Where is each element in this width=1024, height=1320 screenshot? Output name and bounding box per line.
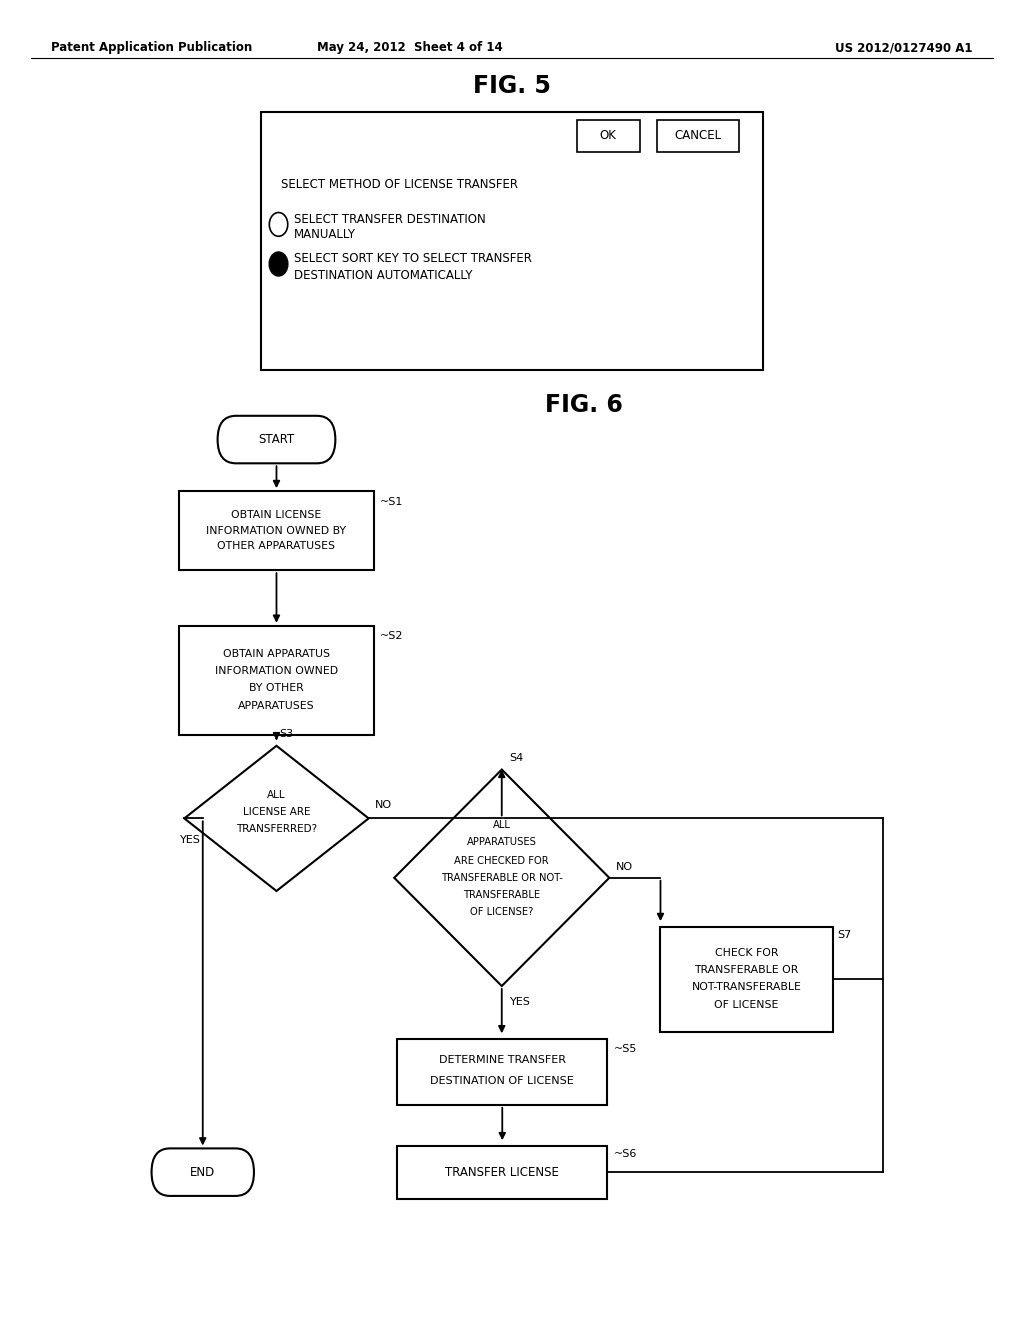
FancyBboxPatch shape (577, 120, 640, 152)
Text: BY OTHER: BY OTHER (249, 684, 304, 693)
Text: LICENSE ARE: LICENSE ARE (243, 807, 310, 817)
Text: CHECK FOR: CHECK FOR (715, 948, 778, 958)
Text: YES: YES (510, 997, 530, 1007)
Text: ARE CHECKED FOR: ARE CHECKED FOR (455, 855, 549, 866)
Text: SELECT TRANSFER DESTINATION: SELECT TRANSFER DESTINATION (294, 213, 485, 226)
FancyBboxPatch shape (397, 1146, 607, 1199)
Text: ~S5: ~S5 (613, 1044, 637, 1055)
Text: TRANSFERABLE: TRANSFERABLE (463, 890, 541, 900)
Text: S7: S7 (838, 929, 852, 940)
Text: ALL: ALL (267, 789, 286, 800)
Text: May 24, 2012  Sheet 4 of 14: May 24, 2012 Sheet 4 of 14 (316, 41, 503, 54)
Text: S3: S3 (280, 729, 294, 739)
Text: APPARATUSES: APPARATUSES (467, 837, 537, 847)
Text: ALL: ALL (493, 820, 511, 830)
Text: DETERMINE TRANSFER: DETERMINE TRANSFER (438, 1055, 566, 1065)
Text: INFORMATION OWNED BY: INFORMATION OWNED BY (207, 525, 346, 536)
Circle shape (269, 213, 288, 236)
Text: DESTINATION AUTOMATICALLY: DESTINATION AUTOMATICALLY (294, 269, 472, 282)
FancyBboxPatch shape (218, 416, 336, 463)
Text: TRANSFERRED?: TRANSFERRED? (236, 824, 317, 834)
Text: NO: NO (375, 800, 392, 810)
Polygon shape (184, 746, 369, 891)
Text: NO: NO (615, 862, 633, 873)
FancyBboxPatch shape (261, 112, 763, 370)
Text: START: START (258, 433, 295, 446)
Text: S4: S4 (509, 752, 523, 763)
Text: END: END (190, 1166, 215, 1179)
Text: FIG. 5: FIG. 5 (473, 74, 551, 98)
Text: OTHER APPARATUSES: OTHER APPARATUSES (217, 541, 336, 552)
Text: OK: OK (600, 129, 616, 143)
Text: ~S2: ~S2 (380, 631, 403, 642)
Text: TRANSFERABLE OR NOT-: TRANSFERABLE OR NOT- (440, 873, 563, 883)
Text: TRANSFER LICENSE: TRANSFER LICENSE (445, 1166, 559, 1179)
Text: FIG. 6: FIG. 6 (545, 393, 623, 417)
Text: TRANSFERABLE OR: TRANSFERABLE OR (694, 965, 799, 975)
FancyBboxPatch shape (660, 927, 833, 1032)
Text: Patent Application Publication: Patent Application Publication (51, 41, 253, 54)
FancyBboxPatch shape (397, 1039, 607, 1105)
FancyBboxPatch shape (179, 626, 374, 735)
FancyBboxPatch shape (152, 1148, 254, 1196)
Text: YES: YES (180, 834, 201, 845)
Text: OBTAIN APPARATUS: OBTAIN APPARATUS (223, 649, 330, 659)
Text: APPARATUSES: APPARATUSES (239, 701, 314, 710)
Text: DESTINATION OF LICENSE: DESTINATION OF LICENSE (430, 1076, 574, 1086)
Text: INFORMATION OWNED: INFORMATION OWNED (215, 667, 338, 676)
Text: SELECT SORT KEY TO SELECT TRANSFER: SELECT SORT KEY TO SELECT TRANSFER (294, 252, 531, 265)
Text: OF LICENSE: OF LICENSE (715, 999, 778, 1010)
Text: OF LICENSE?: OF LICENSE? (470, 907, 534, 917)
FancyBboxPatch shape (179, 491, 374, 570)
Text: ~S1: ~S1 (380, 496, 403, 507)
Text: MANUALLY: MANUALLY (294, 228, 356, 242)
Text: CANCEL: CANCEL (675, 129, 722, 143)
Text: OBTAIN LICENSE: OBTAIN LICENSE (231, 510, 322, 520)
Text: NOT-TRANSFERABLE: NOT-TRANSFERABLE (691, 982, 802, 993)
FancyBboxPatch shape (657, 120, 739, 152)
Text: ~S6: ~S6 (613, 1148, 637, 1159)
Text: US 2012/0127490 A1: US 2012/0127490 A1 (836, 41, 973, 54)
Circle shape (269, 252, 288, 276)
Polygon shape (394, 770, 609, 986)
Text: SELECT METHOD OF LICENSE TRANSFER: SELECT METHOD OF LICENSE TRANSFER (281, 178, 517, 191)
